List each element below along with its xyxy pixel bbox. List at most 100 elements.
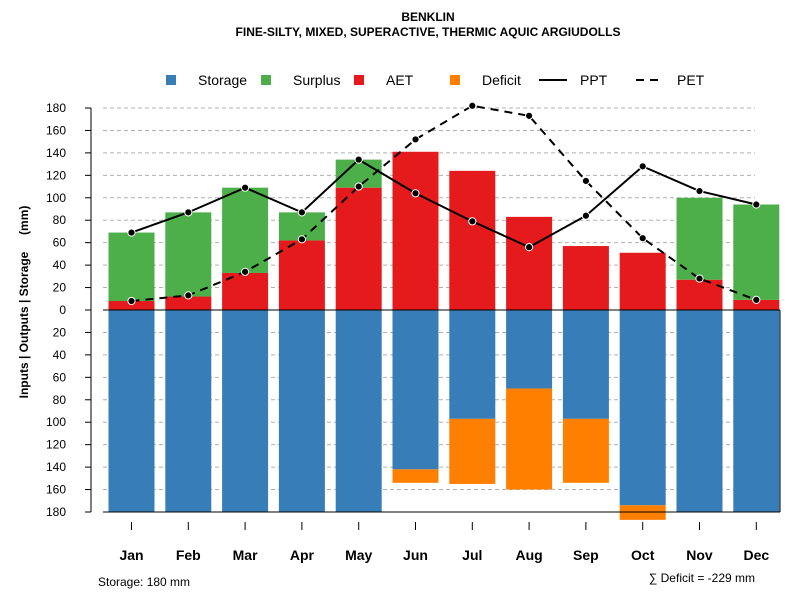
footer-storage: Storage: 180 mm [98, 575, 190, 589]
y-tick-label: 160 [46, 123, 66, 137]
legend-label-storage: Storage [198, 72, 247, 88]
point-pet-jul [468, 101, 477, 110]
y-tick-label: 80 [53, 393, 67, 407]
y-axis-title: Inputs | Outputs | Storage (mm) [17, 206, 31, 399]
legend-label-surplus: Surplus [293, 72, 340, 88]
point-ppt-apr [297, 208, 306, 217]
point-pet-oct [638, 234, 647, 243]
legend-swatch-surplus [261, 75, 271, 85]
bar-storage-dec [733, 310, 780, 512]
point-pet-mar [241, 267, 250, 276]
legend: Storage Surplus AET Deficit PPT PET [166, 72, 705, 88]
line-ppt [131, 158, 757, 249]
bar-surplus-mar [222, 187, 269, 273]
point-ppt-jul [468, 217, 477, 226]
y-tick-label: 160 [46, 483, 66, 497]
x-tick-label-mar: Mar [233, 547, 258, 563]
y-tick-label: 120 [46, 168, 66, 182]
bar-deficit-aug [506, 388, 553, 490]
bar-storage-jul [449, 310, 496, 419]
axes: 180 160 140 120 100 80 60 40 20 0 20 40 60 80 100 120 14… [46, 101, 781, 563]
bar-storage-apr [278, 310, 325, 512]
x-tick-label-jan: Jan [119, 547, 143, 563]
y-tick-label: 0 [59, 303, 66, 317]
bar-storage-may [335, 310, 382, 512]
y-tick-label: 100 [46, 415, 66, 429]
x-tick-label-nov: Nov [686, 547, 713, 563]
bar-deficit-jul [449, 418, 496, 484]
legend-label-aet: AET [386, 72, 414, 88]
bar-surplus-dec [733, 204, 780, 300]
y-tick-label: 60 [53, 370, 67, 384]
y-tick-label: 180 [46, 505, 66, 519]
point-pet-jan [127, 296, 136, 306]
bar-aet-dec [733, 299, 780, 310]
point-ppt-mar [241, 183, 250, 192]
bar-storage-jun [392, 310, 439, 470]
point-pet-apr [297, 235, 306, 244]
bar-storage-nov [676, 310, 723, 512]
y-tick-label: 140 [46, 146, 66, 160]
y-tick-label: 40 [53, 348, 67, 362]
legend-swatch-storage [166, 75, 176, 85]
x-tick-label-apr: Apr [290, 547, 315, 563]
bar-storage-sep [562, 310, 609, 419]
point-ppt-dec [752, 200, 761, 209]
bar-surplus-nov [676, 197, 723, 280]
point-pet-aug [525, 111, 534, 120]
y-tick-label: 60 [53, 236, 67, 250]
y-tick-label: 100 [46, 191, 66, 205]
x-tick-label-feb: Feb [176, 547, 201, 563]
bar-aet-jun [392, 151, 439, 310]
point-pet-may [354, 182, 363, 191]
bar-aet-jan [108, 301, 155, 310]
point-ppt-nov [695, 186, 704, 196]
point-pet-nov [695, 274, 704, 283]
bar-aet-may [335, 187, 382, 310]
x-tick-label-sep: Sep [573, 547, 599, 563]
point-ppt-feb [184, 208, 193, 217]
bar-storage-jan [108, 310, 155, 512]
point-ppt-sep [581, 211, 591, 220]
footer-deficit: ∑ Deficit = -229 mm [649, 571, 755, 585]
bar-surplus-jan [108, 232, 155, 302]
bar-storage-mar [222, 310, 269, 512]
legend-label-pet: PET [677, 72, 705, 88]
legend-label-deficit: Deficit [482, 72, 521, 88]
point-ppt-may [354, 155, 363, 164]
bar-aet-aug [506, 216, 553, 310]
y-tick-label: 80 [53, 213, 67, 227]
bar-storage-feb [165, 310, 212, 512]
bars [108, 151, 780, 520]
chart-subtitle: FINE-SILTY, MIXED, SUPERACTIVE, THERMIC … [236, 25, 621, 39]
point-pet-dec [752, 295, 761, 305]
line-pet [131, 104, 757, 303]
legend-label-ppt: PPT [580, 72, 608, 88]
x-tick-label-jun: Jun [403, 547, 428, 563]
bar-aet-sep [562, 246, 609, 310]
bar-deficit-sep [562, 418, 609, 483]
point-pet-jun [411, 135, 420, 144]
bar-aet-jul [449, 170, 496, 310]
bar-aet-oct [619, 252, 666, 310]
bar-deficit-jun [392, 469, 439, 483]
point-ppt-jan [127, 228, 136, 237]
bar-aet-apr [278, 240, 325, 310]
bar-surplus-feb [165, 212, 212, 297]
y-tick-label: 20 [53, 281, 67, 295]
point-ppt-jun [411, 189, 420, 198]
x-tick-label-may: May [345, 547, 372, 563]
bar-storage-aug [506, 310, 553, 389]
series-lines [127, 101, 761, 306]
bar-deficit-oct [619, 505, 666, 520]
point-ppt-aug [525, 243, 534, 252]
y-tick-label: 120 [46, 438, 66, 452]
chart-title: BENKLIN [401, 10, 454, 24]
bar-storage-oct [619, 310, 666, 506]
point-ppt-oct [638, 162, 647, 171]
y-tick-label: 20 [53, 325, 67, 339]
bar-aet-nov [676, 279, 723, 310]
legend-swatch-aet [354, 75, 364, 85]
y-tick-label: 40 [53, 258, 67, 272]
